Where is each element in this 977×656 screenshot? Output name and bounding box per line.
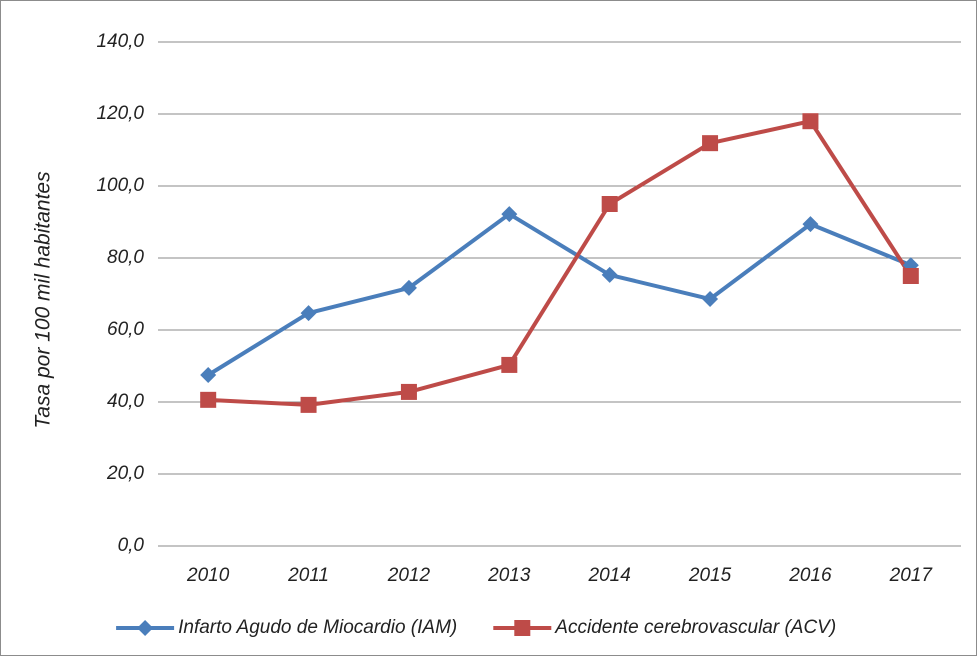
series-line bbox=[208, 119, 913, 407]
y-tick-label: 140,0 bbox=[96, 31, 144, 52]
legend-label: Accidente cerebrovascular (ACV) bbox=[554, 617, 836, 638]
x-tick-label: 2010 bbox=[186, 565, 230, 586]
legend-marker bbox=[137, 620, 154, 636]
x-tick-label: 2011 bbox=[287, 565, 329, 586]
data-point bbox=[802, 113, 819, 130]
x-tick-label: 2015 bbox=[688, 565, 732, 586]
data-point bbox=[902, 268, 919, 284]
data-point bbox=[200, 391, 217, 408]
y-tick-label: 120,0 bbox=[96, 103, 144, 124]
x-tick-label: 2012 bbox=[387, 565, 431, 586]
data-point bbox=[601, 266, 618, 283]
series-line bbox=[207, 212, 912, 377]
data-point bbox=[702, 291, 719, 308]
x-tick-label: 2013 bbox=[487, 565, 531, 586]
x-tick-label: 2016 bbox=[788, 565, 832, 586]
data-point bbox=[601, 196, 618, 212]
y-tick-label: 20,0 bbox=[106, 463, 144, 484]
x-tick-label: 2014 bbox=[588, 565, 631, 586]
y-tick-label: 60,0 bbox=[107, 319, 144, 340]
y-tick-label: 0,0 bbox=[118, 535, 145, 556]
x-tick-label: 2017 bbox=[889, 565, 934, 586]
y-axis-label: Tasa por 100 mil habitantes bbox=[32, 171, 55, 429]
legend-label: Infarto Agudo de Miocardio (IAM) bbox=[178, 617, 457, 638]
data-point bbox=[501, 356, 518, 373]
data-point bbox=[400, 279, 417, 296]
data-point bbox=[501, 206, 518, 223]
data-point bbox=[200, 367, 217, 383]
y-tick-label: 100,0 bbox=[96, 175, 144, 196]
y-tick-label: 80,0 bbox=[107, 247, 144, 268]
data-point bbox=[802, 216, 819, 233]
data-point bbox=[702, 135, 719, 152]
data-point bbox=[300, 396, 317, 413]
data-point bbox=[300, 305, 317, 322]
legend-marker bbox=[514, 620, 531, 636]
y-tick-label: 40,0 bbox=[107, 391, 144, 412]
data-point bbox=[400, 383, 417, 400]
